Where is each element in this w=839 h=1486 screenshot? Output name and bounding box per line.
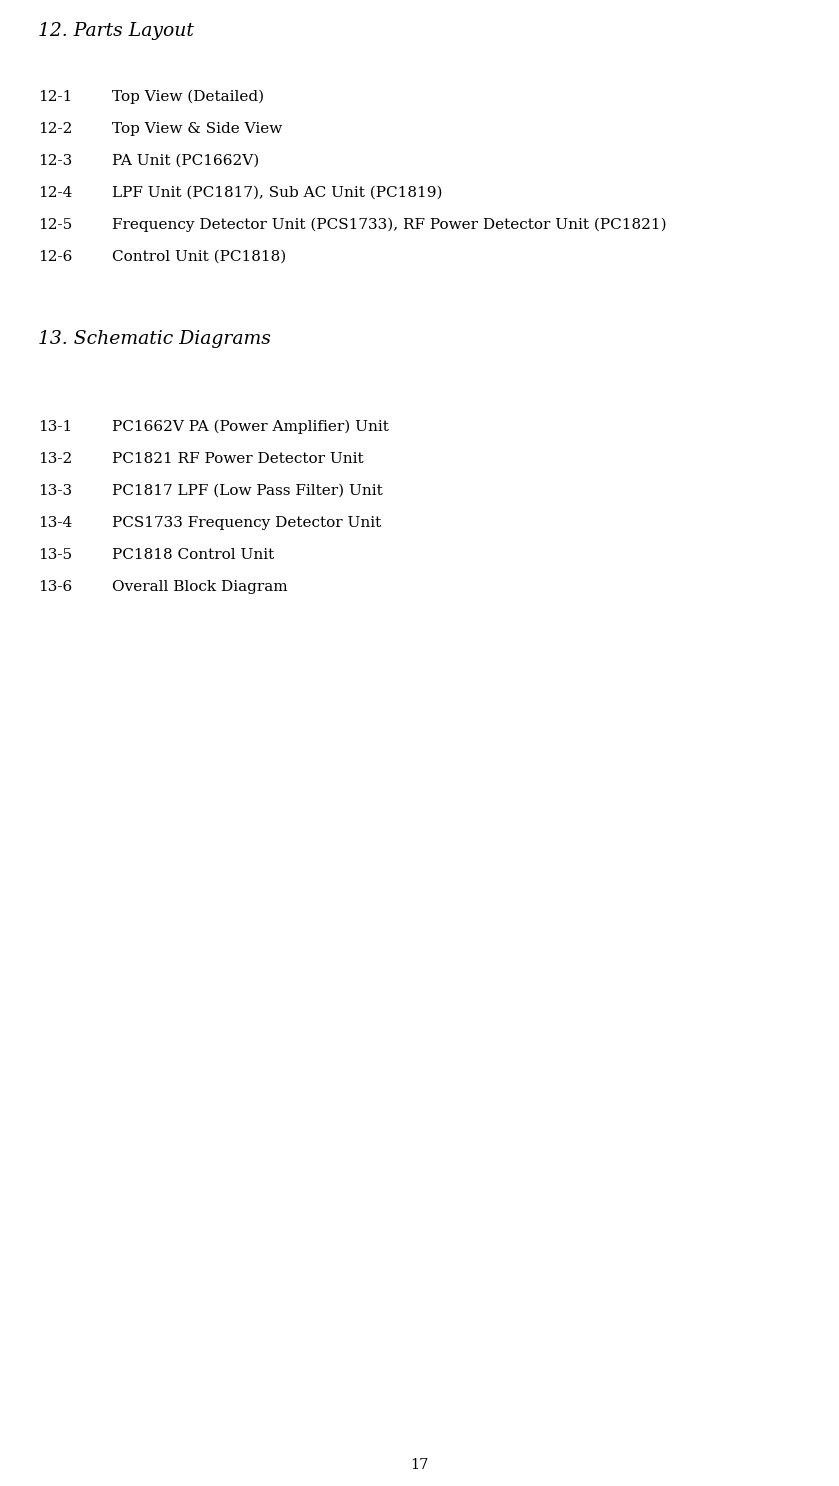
Text: 12-5: 12-5 bbox=[38, 218, 72, 232]
Text: Top View (Detailed): Top View (Detailed) bbox=[112, 91, 264, 104]
Text: 13-4: 13-4 bbox=[38, 516, 72, 531]
Text: 12-3: 12-3 bbox=[38, 155, 72, 168]
Text: 13-5: 13-5 bbox=[38, 548, 72, 562]
Text: PCS1733 Frequency Detector Unit: PCS1733 Frequency Detector Unit bbox=[112, 516, 381, 531]
Text: 13-3: 13-3 bbox=[38, 484, 72, 498]
Text: 12-6: 12-6 bbox=[38, 250, 72, 265]
Text: PC1818 Control Unit: PC1818 Control Unit bbox=[112, 548, 274, 562]
Text: 13. Schematic Diagrams: 13. Schematic Diagrams bbox=[38, 330, 271, 348]
Text: 12. Parts Layout: 12. Parts Layout bbox=[38, 22, 194, 40]
Text: Control Unit (PC1818): Control Unit (PC1818) bbox=[112, 250, 286, 265]
Text: Overall Block Diagram: Overall Block Diagram bbox=[112, 580, 288, 594]
Text: 13-1: 13-1 bbox=[38, 421, 72, 434]
Text: PA Unit (PC1662V): PA Unit (PC1662V) bbox=[112, 155, 259, 168]
Text: Frequency Detector Unit (PCS1733), RF Power Detector Unit (PC1821): Frequency Detector Unit (PCS1733), RF Po… bbox=[112, 218, 667, 232]
Text: 17: 17 bbox=[410, 1458, 429, 1473]
Text: 13-6: 13-6 bbox=[38, 580, 72, 594]
Text: 12-2: 12-2 bbox=[38, 122, 72, 137]
Text: LPF Unit (PC1817), Sub AC Unit (PC1819): LPF Unit (PC1817), Sub AC Unit (PC1819) bbox=[112, 186, 442, 201]
Text: Top View & Side View: Top View & Side View bbox=[112, 122, 282, 137]
Text: 12-4: 12-4 bbox=[38, 186, 72, 201]
Text: PC1817 LPF (Low Pass Filter) Unit: PC1817 LPF (Low Pass Filter) Unit bbox=[112, 484, 383, 498]
Text: PC1662V PA (Power Amplifier) Unit: PC1662V PA (Power Amplifier) Unit bbox=[112, 421, 388, 434]
Text: PC1821 RF Power Detector Unit: PC1821 RF Power Detector Unit bbox=[112, 452, 363, 467]
Text: 13-2: 13-2 bbox=[38, 452, 72, 467]
Text: 12-1: 12-1 bbox=[38, 91, 72, 104]
